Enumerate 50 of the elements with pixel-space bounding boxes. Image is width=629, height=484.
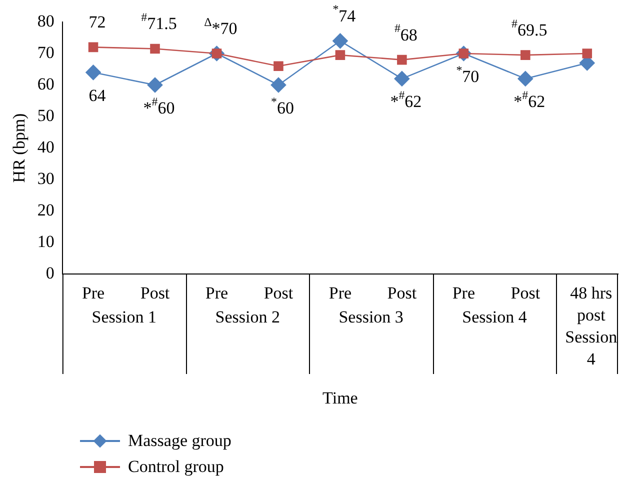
point [332,33,348,49]
legend-label: Control group [128,457,224,477]
y-tick-label: 50 [37,106,54,125]
x-tick-label: Post [510,283,540,302]
x-tick-label: Pre [205,283,228,302]
data-label: *70 [456,62,480,86]
data-label: *60 [270,94,294,118]
data-label: #69.5 [512,16,548,40]
x-tick-label: Post [264,283,294,302]
data-label: 72 [88,12,106,32]
point [274,61,284,71]
y-tick-label: 20 [37,200,54,220]
x-tick-label: 48 hrs post Session 4 [565,283,618,368]
data-label: 64 [88,86,106,105]
point [582,48,592,58]
text: Session 2 [215,307,280,326]
x-tick-label: Pre [452,283,476,302]
data-label: *#60 [143,94,175,118]
legend-label: Massage group [128,431,232,451]
text: Session 3 [338,307,404,326]
y-tick-label: 30 [37,168,54,188]
point [335,50,346,60]
x-axis-title: Time [322,388,358,408]
x-tick-label: Pre [328,283,352,302]
y-tick-label: 80 [37,11,54,30]
point [394,71,410,86]
point [150,44,160,54]
data-label: *74 [332,2,356,26]
x-tick-label: Post [140,283,170,302]
x-tick-label: Post [387,283,417,302]
point [520,50,530,60]
y-tick-label: 70 [37,42,54,62]
y-tick-label: 60 [37,74,54,94]
point [147,77,163,93]
data-label: *#62 [390,88,422,112]
y-tick-label: 40 [37,137,54,156]
y-tick-label: 0 [46,263,54,282]
y-tick-label: 10 [37,232,54,251]
data-label: #68 [394,21,418,44]
data-label: *#62 [514,88,546,112]
y-axis-title: HR (bpm) [10,113,29,183]
point [518,71,534,86]
text: Session 1 [92,307,156,326]
point [397,54,407,65]
text: Session 4 [462,307,528,326]
point [270,77,286,93]
point [88,42,98,52]
x-tick-label: Pre [82,283,105,302]
data-label: #71.5 [141,10,177,34]
point [86,64,101,80]
